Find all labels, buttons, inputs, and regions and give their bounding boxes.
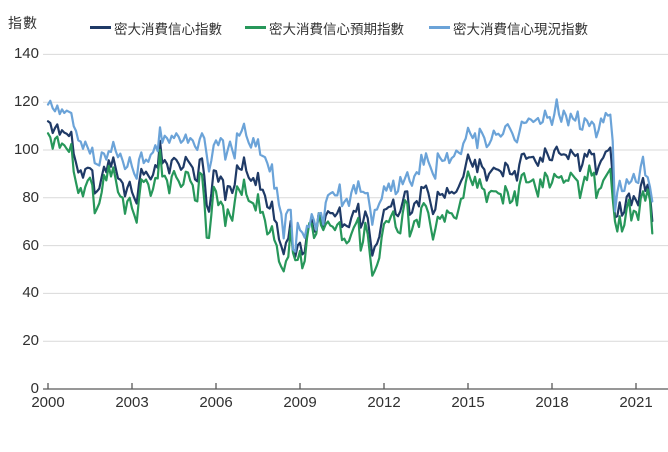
y-tick-label: 100 (13, 141, 39, 158)
y-tick-label: 60 (22, 236, 39, 254)
series-line-0 (46, 120, 654, 258)
x-tick-label: 2012 (367, 394, 401, 411)
x-tick-label: 2003 (115, 394, 149, 411)
series-line-2 (46, 98, 654, 253)
x-tick-label: 2006 (199, 394, 233, 411)
y-tick-label: 80 (22, 188, 39, 206)
x-tick-label: 2018 (535, 394, 569, 411)
y-axis-title: 指數 (8, 15, 38, 31)
legend-line-swatch-expectations (245, 26, 266, 29)
y-tick-label: 0 (30, 380, 39, 397)
x-tick-label: 2000 (31, 394, 65, 411)
y-tick-label: 140 (13, 45, 39, 63)
y-tick-label: 20 (22, 332, 39, 350)
legend-label-expectations: 密大消費信心預期指數 (269, 21, 404, 37)
legend: 密大消費信心指數 密大消費信心預期指數 密大消費信心現況指數 (0, 0, 668, 38)
series-line-1 (46, 132, 654, 277)
x-tick-label: 2009 (283, 394, 317, 411)
legend-line-swatch-sentiment (90, 26, 111, 29)
legend-item-current-conditions-index: 密大消費信心現況指數 (429, 19, 588, 37)
legend-item-expectations-index: 密大消費信心預期指數 (245, 19, 404, 37)
x-tick-label: 2015 (451, 394, 485, 411)
y-tick-label: 120 (13, 93, 39, 111)
legend-item-sentiment-index: 密大消費信心指數 (90, 19, 222, 37)
x-tick-label: 2021 (619, 394, 653, 411)
legend-line-swatch-current-conditions (429, 26, 450, 29)
y-tick-label: 40 (22, 284, 39, 302)
legend-label-sentiment: 密大消費信心指數 (114, 21, 222, 37)
legend-label-current-conditions: 密大消費信心現況指數 (453, 21, 588, 37)
